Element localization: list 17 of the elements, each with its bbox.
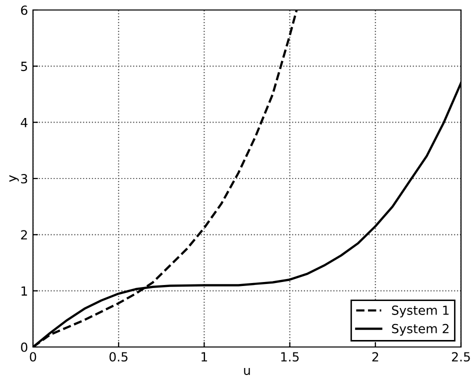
legend-label: System 1 <box>392 306 449 318</box>
x-tick-label: 2 <box>372 352 378 362</box>
y-tick-label: 5 <box>21 62 28 72</box>
y-tick-label: 4 <box>20 118 28 128</box>
x-tick-label: 1 <box>202 352 208 362</box>
y-tick-label: 6 <box>21 5 28 15</box>
x-tick-label: 0.5 <box>109 352 128 362</box>
y-axis-title: y <box>9 175 19 182</box>
x-tick-label: 2.5 <box>452 352 470 362</box>
y-tick-label: 3 <box>21 174 28 184</box>
x-axis-title: u <box>244 368 250 376</box>
x-tick-label: 0 <box>30 352 36 362</box>
y-tick-label: 0 <box>21 342 28 352</box>
y-tick-label: 1 <box>22 286 27 296</box>
x-tick-label: 1.5 <box>281 352 299 362</box>
y-tick-label: 2 <box>21 230 27 240</box>
legend-label: System 2 <box>392 324 448 336</box>
